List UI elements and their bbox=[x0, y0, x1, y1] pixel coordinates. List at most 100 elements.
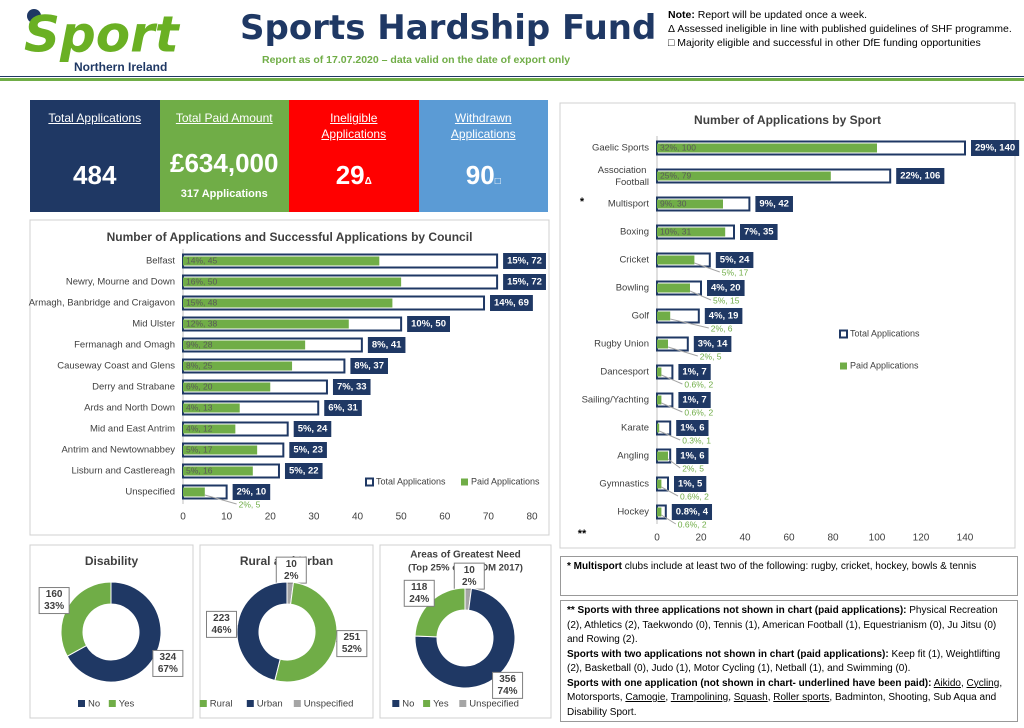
kpi-value: 90□ bbox=[465, 160, 501, 190]
paid-bar bbox=[183, 403, 240, 413]
legend-swatch bbox=[392, 700, 400, 707]
footnote-text: Roller sports bbox=[773, 692, 830, 703]
paid-bar bbox=[183, 298, 393, 308]
category-label: Lisburn and Castlereagh bbox=[71, 466, 175, 477]
total-label: 15%, 72 bbox=[507, 256, 542, 267]
data-label-box bbox=[403, 579, 435, 607]
donut-segment bbox=[66, 581, 162, 683]
total-label: 29%, 140 bbox=[975, 143, 1015, 154]
total-label-box bbox=[407, 316, 450, 332]
legend-label: Yes bbox=[119, 699, 135, 710]
data-label-box bbox=[206, 610, 238, 638]
data-label: 223 bbox=[213, 613, 230, 624]
x-tick-label: 80 bbox=[526, 512, 538, 523]
legend-swatch bbox=[459, 700, 467, 707]
chart-title: Number of Applications by Sport bbox=[694, 113, 881, 127]
note-label: Note: bbox=[668, 9, 695, 21]
total-label-box bbox=[503, 253, 546, 269]
data-label: 118 bbox=[411, 582, 428, 593]
paid-label: 0.6%, 2 bbox=[678, 519, 707, 529]
leader bbox=[204, 494, 237, 505]
paid-label: 16%, 50 bbox=[186, 276, 217, 286]
paid-bar bbox=[657, 479, 662, 489]
leader bbox=[667, 458, 681, 469]
paid-bar bbox=[657, 339, 668, 349]
notes: Note: Report will be updated once a week… bbox=[668, 8, 1020, 50]
data-label-box bbox=[492, 671, 524, 699]
paid-label: 5%, 16 bbox=[186, 465, 213, 475]
panel bbox=[29, 544, 194, 719]
title: Sports Hardship Fund bbox=[240, 8, 657, 48]
paid-label: 5%, 15 bbox=[713, 295, 740, 305]
category-label: Karate bbox=[621, 423, 649, 434]
paid-label: 4%, 13 bbox=[186, 402, 213, 412]
kpi-label: Total Applications bbox=[48, 111, 142, 125]
footnote-text: clubs include at least two of the follow… bbox=[622, 561, 977, 572]
total-label: 2%, 10 bbox=[237, 487, 267, 498]
x-tick-label: 80 bbox=[827, 533, 839, 544]
paid-bar bbox=[657, 255, 695, 265]
category-label: Dancesport bbox=[600, 367, 649, 378]
total-label-box bbox=[755, 196, 793, 212]
data-label-percent: 67% bbox=[158, 664, 178, 675]
paid-label: 0.3%, 1 bbox=[682, 435, 711, 445]
total-label-box bbox=[332, 379, 371, 395]
paid-label: 0.6%, 2 bbox=[680, 491, 709, 501]
category-label-line: Association bbox=[598, 165, 649, 176]
data-label: 356 bbox=[499, 674, 516, 685]
legend-swatch bbox=[108, 700, 116, 707]
paid-bar bbox=[657, 143, 877, 153]
donut-segment bbox=[414, 587, 466, 638]
kpi-sub: 317 Applications bbox=[180, 188, 268, 200]
kpi-value: £634,000 bbox=[170, 148, 279, 178]
paid-label: 15%, 48 bbox=[186, 297, 217, 307]
x-tick-label: 100 bbox=[869, 533, 886, 544]
logo-dot bbox=[27, 9, 41, 23]
footnote-head: Sports with two applications not shown i… bbox=[567, 648, 889, 660]
paid-label: 9%, 28 bbox=[186, 339, 213, 349]
category-label: Hockey bbox=[617, 507, 649, 518]
paid-label: 14%, 45 bbox=[186, 255, 217, 265]
legend-label: No bbox=[402, 699, 414, 710]
total-label-box bbox=[676, 420, 709, 436]
x-tick-label: 0 bbox=[654, 533, 660, 544]
paid-label: 32%, 100 bbox=[660, 142, 696, 152]
kpi-value: 484 bbox=[73, 160, 117, 190]
total-label: 5%, 24 bbox=[298, 424, 328, 435]
kpi-marker: □ bbox=[494, 176, 501, 187]
leader bbox=[661, 514, 677, 525]
category-label: Boxing bbox=[620, 227, 649, 238]
data-label: 10 bbox=[286, 559, 298, 570]
category-label: Derry and Strabane bbox=[92, 382, 175, 393]
legend-swatch bbox=[839, 329, 848, 339]
category-label: Unspecified bbox=[125, 487, 175, 498]
footnote-paragraph: ** Sports with three applications not sh… bbox=[567, 604, 1011, 648]
kpi-marker: Δ bbox=[364, 176, 372, 187]
total-label-box bbox=[232, 484, 271, 500]
footnote-head: ** Sports with three applications not sh… bbox=[567, 605, 907, 616]
kpi-value: 29Δ bbox=[335, 160, 372, 190]
paid-label: 9%, 30 bbox=[660, 198, 687, 208]
paid-bar bbox=[657, 171, 831, 181]
paid-bar bbox=[183, 466, 253, 476]
paid-bar bbox=[657, 283, 690, 293]
total-label: 4%, 20 bbox=[711, 283, 741, 294]
leader bbox=[659, 430, 681, 441]
rule bbox=[0, 76, 1024, 77]
data-label: 160 bbox=[46, 589, 63, 600]
category-label: Multisport bbox=[608, 199, 650, 210]
legend-swatch bbox=[199, 700, 207, 707]
total-label-box bbox=[704, 308, 743, 324]
legend-label: Total Applications bbox=[850, 328, 920, 338]
total-label-box bbox=[289, 442, 327, 458]
category-label: Mid Ulster bbox=[132, 319, 175, 330]
data-label: 251 bbox=[343, 632, 360, 643]
data-label-percent: 33% bbox=[44, 601, 64, 612]
logo-word: Sport bbox=[24, 6, 181, 64]
x-tick-label: 120 bbox=[913, 533, 930, 544]
chart-title: Areas of Greatest Need bbox=[410, 550, 521, 561]
total-label: 1%, 5 bbox=[678, 479, 703, 490]
footnote-text: , bbox=[960, 677, 967, 689]
data-label-box bbox=[336, 630, 368, 658]
x-tick-label: 20 bbox=[695, 533, 707, 544]
